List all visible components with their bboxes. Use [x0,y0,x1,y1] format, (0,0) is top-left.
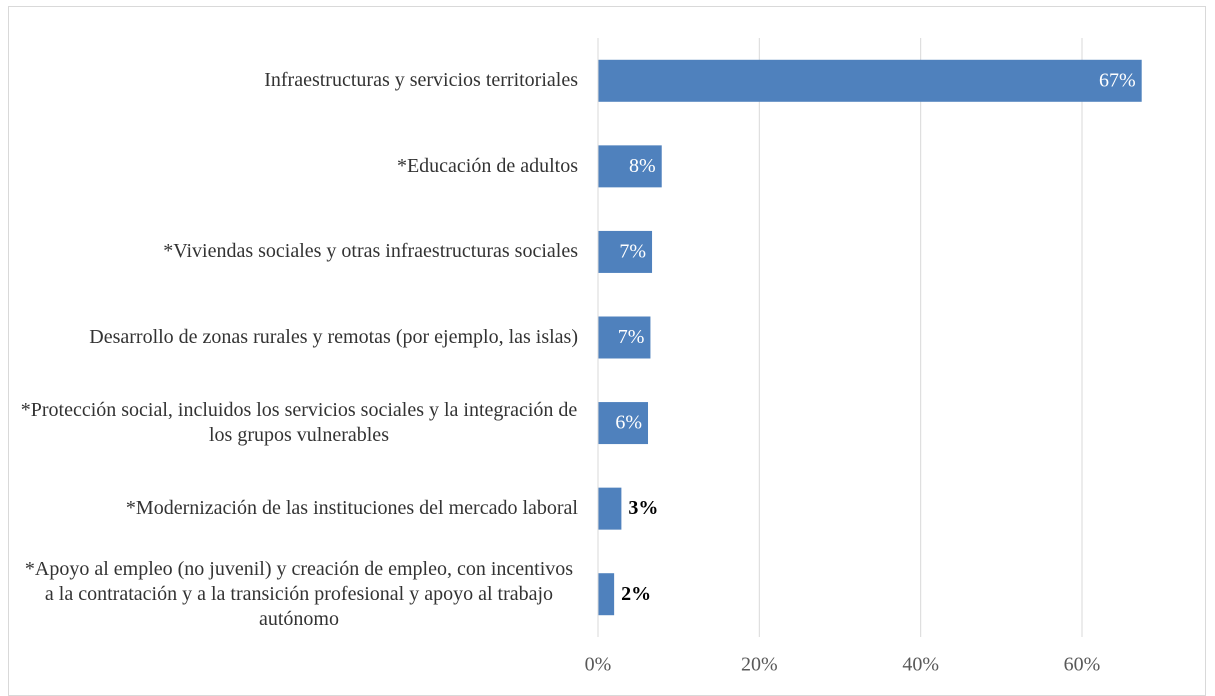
bar [598,59,1142,102]
bar [598,316,651,359]
bar [598,230,653,273]
value-label: 7% [619,241,646,263]
category-label: *Viviendas sociales y otras infraestruct… [163,240,578,263]
category-label: *Apoyo al empleo (no juvenil) y creación… [24,557,574,630]
category-label: *Educación de adultos [396,154,578,177]
value-label: 8% [629,155,656,177]
category-label: *Protección social, incluidos los servic… [20,399,578,447]
category-label-box: Infraestructuras y servicios territorial… [20,36,578,126]
category-label-box: *Protección social, incluidos los servic… [20,378,578,468]
category-label: *Modernización de las instituciones del … [125,497,578,520]
category-label: Desarrollo de zonas rurales y remotas (p… [89,326,578,348]
value-label: 6% [615,412,642,434]
bar [598,145,662,188]
value-label: 7% [618,326,645,348]
x-tick-label: 0% [585,654,612,676]
x-tick-label: 40% [902,654,939,676]
category-label-box: *Apoyo al empleo (no juvenil) y creación… [20,549,578,639]
value-label: 67% [1099,69,1136,91]
bar [598,573,615,616]
category-label-box: *Modernización de las instituciones del … [20,464,578,554]
category-label-box: *Viviendas sociales y otras infraestruct… [20,207,578,297]
category-label: Infraestructuras y servicios territorial… [264,69,578,92]
bar [598,402,649,445]
x-tick-label: 20% [741,654,778,676]
category-label-box: *Educación de adultos [20,121,578,211]
x-tick-label: 60% [1064,654,1101,676]
bar [598,487,622,530]
category-label-box: Desarrollo de zonas rurales y remotas (p… [20,293,578,383]
value-label: 2% [621,583,651,605]
value-label: 3% [628,497,658,519]
